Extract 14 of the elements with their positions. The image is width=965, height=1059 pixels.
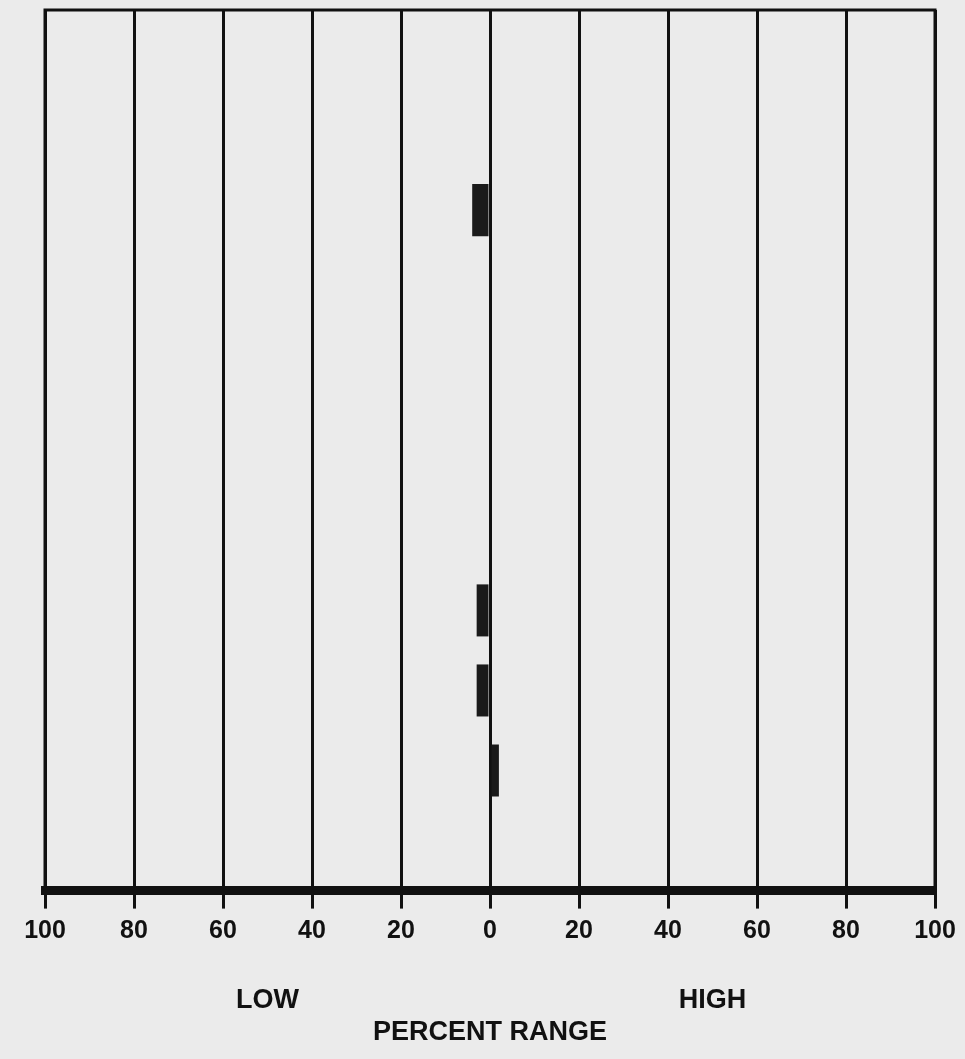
x-tick-label: 80 [832,915,860,944]
x-tick-label: 60 [209,915,237,944]
x-tick-label: 40 [654,915,682,944]
x-tick-label: 20 [387,915,415,944]
text: HIGH [678,984,747,1015]
x-tick-label: 100 [914,915,956,944]
x-tick-label: 80 [120,915,148,944]
x-tick-label: 100 [24,915,66,944]
x-tick-label: 20 [565,915,593,944]
x-tick-label: 60 [743,915,771,944]
text: LOW [236,984,300,1015]
x-tick-label: 40 [298,915,326,944]
x-axis-title: PERCENT RANGE [372,1016,608,1047]
x-tick-label: 0 [483,915,497,944]
